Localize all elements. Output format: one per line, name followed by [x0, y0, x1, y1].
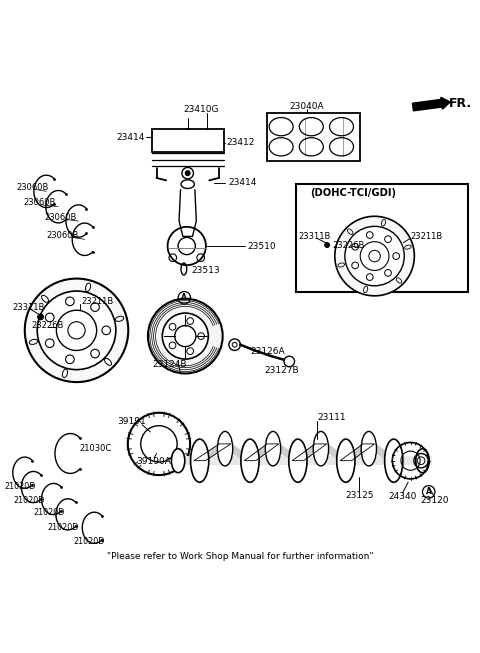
- Text: 23060B: 23060B: [44, 214, 76, 222]
- Polygon shape: [194, 444, 231, 460]
- Text: 21030C: 21030C: [80, 444, 112, 453]
- Text: 21020D: 21020D: [13, 496, 44, 505]
- Text: 23412: 23412: [226, 138, 254, 148]
- Text: 21020D: 21020D: [74, 537, 105, 546]
- Text: 39190A: 39190A: [137, 457, 171, 466]
- Circle shape: [335, 216, 414, 296]
- Text: 23226B: 23226B: [31, 321, 63, 330]
- Text: 23111: 23111: [317, 413, 346, 422]
- Circle shape: [360, 242, 389, 270]
- Circle shape: [369, 250, 380, 262]
- Bar: [267, 113, 360, 161]
- Text: 24340: 24340: [388, 492, 417, 501]
- Ellipse shape: [289, 439, 307, 482]
- Circle shape: [182, 167, 193, 179]
- Ellipse shape: [416, 449, 429, 473]
- Polygon shape: [219, 444, 256, 460]
- Circle shape: [56, 310, 96, 351]
- Text: 23126A: 23126A: [250, 347, 285, 357]
- Text: 23211B: 23211B: [81, 296, 114, 306]
- Polygon shape: [363, 444, 399, 460]
- Ellipse shape: [217, 432, 233, 466]
- Circle shape: [37, 291, 116, 370]
- Text: 23410G: 23410G: [183, 105, 219, 114]
- Text: 23120: 23120: [420, 496, 449, 505]
- Circle shape: [284, 356, 295, 367]
- Circle shape: [25, 279, 128, 382]
- Circle shape: [175, 326, 196, 347]
- Ellipse shape: [191, 439, 209, 482]
- Text: 23125: 23125: [345, 490, 373, 500]
- Polygon shape: [340, 444, 374, 460]
- Circle shape: [148, 298, 223, 374]
- Ellipse shape: [241, 439, 259, 482]
- Polygon shape: [267, 444, 304, 460]
- Text: 23060B: 23060B: [24, 199, 56, 208]
- Text: 23060B: 23060B: [16, 183, 48, 191]
- Text: "Please refer to Work Shop Manual for further information": "Please refer to Work Shop Manual for fu…: [107, 552, 373, 561]
- Text: 23311B: 23311B: [299, 232, 331, 241]
- Text: (DOHC-TCI/GDI): (DOHC-TCI/GDI): [310, 188, 396, 198]
- Text: 23414: 23414: [228, 178, 257, 187]
- Bar: [183, 456, 432, 466]
- Circle shape: [325, 243, 330, 247]
- Polygon shape: [292, 444, 327, 460]
- Circle shape: [162, 313, 208, 359]
- Bar: [152, 129, 224, 151]
- Text: 23513: 23513: [192, 266, 220, 275]
- Text: 23226B: 23226B: [333, 240, 365, 249]
- Text: 23510: 23510: [248, 242, 276, 251]
- Circle shape: [345, 227, 404, 286]
- FancyArrow shape: [412, 97, 450, 111]
- Polygon shape: [244, 444, 279, 460]
- Ellipse shape: [384, 439, 403, 482]
- Text: 21020D: 21020D: [33, 508, 64, 517]
- Ellipse shape: [265, 432, 281, 466]
- Text: 21020D: 21020D: [4, 481, 36, 490]
- Text: A: A: [426, 487, 432, 496]
- Text: 39191: 39191: [118, 417, 146, 426]
- Ellipse shape: [361, 432, 376, 466]
- Text: 23124B: 23124B: [152, 360, 187, 370]
- Text: 23211B: 23211B: [410, 232, 443, 241]
- Circle shape: [38, 314, 44, 320]
- Text: 23127B: 23127B: [264, 366, 299, 375]
- Text: 21020D: 21020D: [48, 523, 79, 532]
- Ellipse shape: [313, 432, 329, 466]
- Polygon shape: [315, 444, 351, 460]
- Text: 23060B: 23060B: [47, 231, 79, 240]
- Text: 23311B: 23311B: [12, 303, 45, 312]
- Ellipse shape: [171, 449, 185, 473]
- Text: 23414: 23414: [116, 133, 144, 142]
- Text: FR.: FR.: [449, 97, 472, 110]
- Circle shape: [68, 322, 85, 339]
- Ellipse shape: [337, 439, 355, 482]
- Text: A: A: [181, 293, 187, 302]
- Circle shape: [185, 171, 190, 176]
- Text: 23040A: 23040A: [289, 102, 324, 110]
- Bar: [296, 184, 468, 292]
